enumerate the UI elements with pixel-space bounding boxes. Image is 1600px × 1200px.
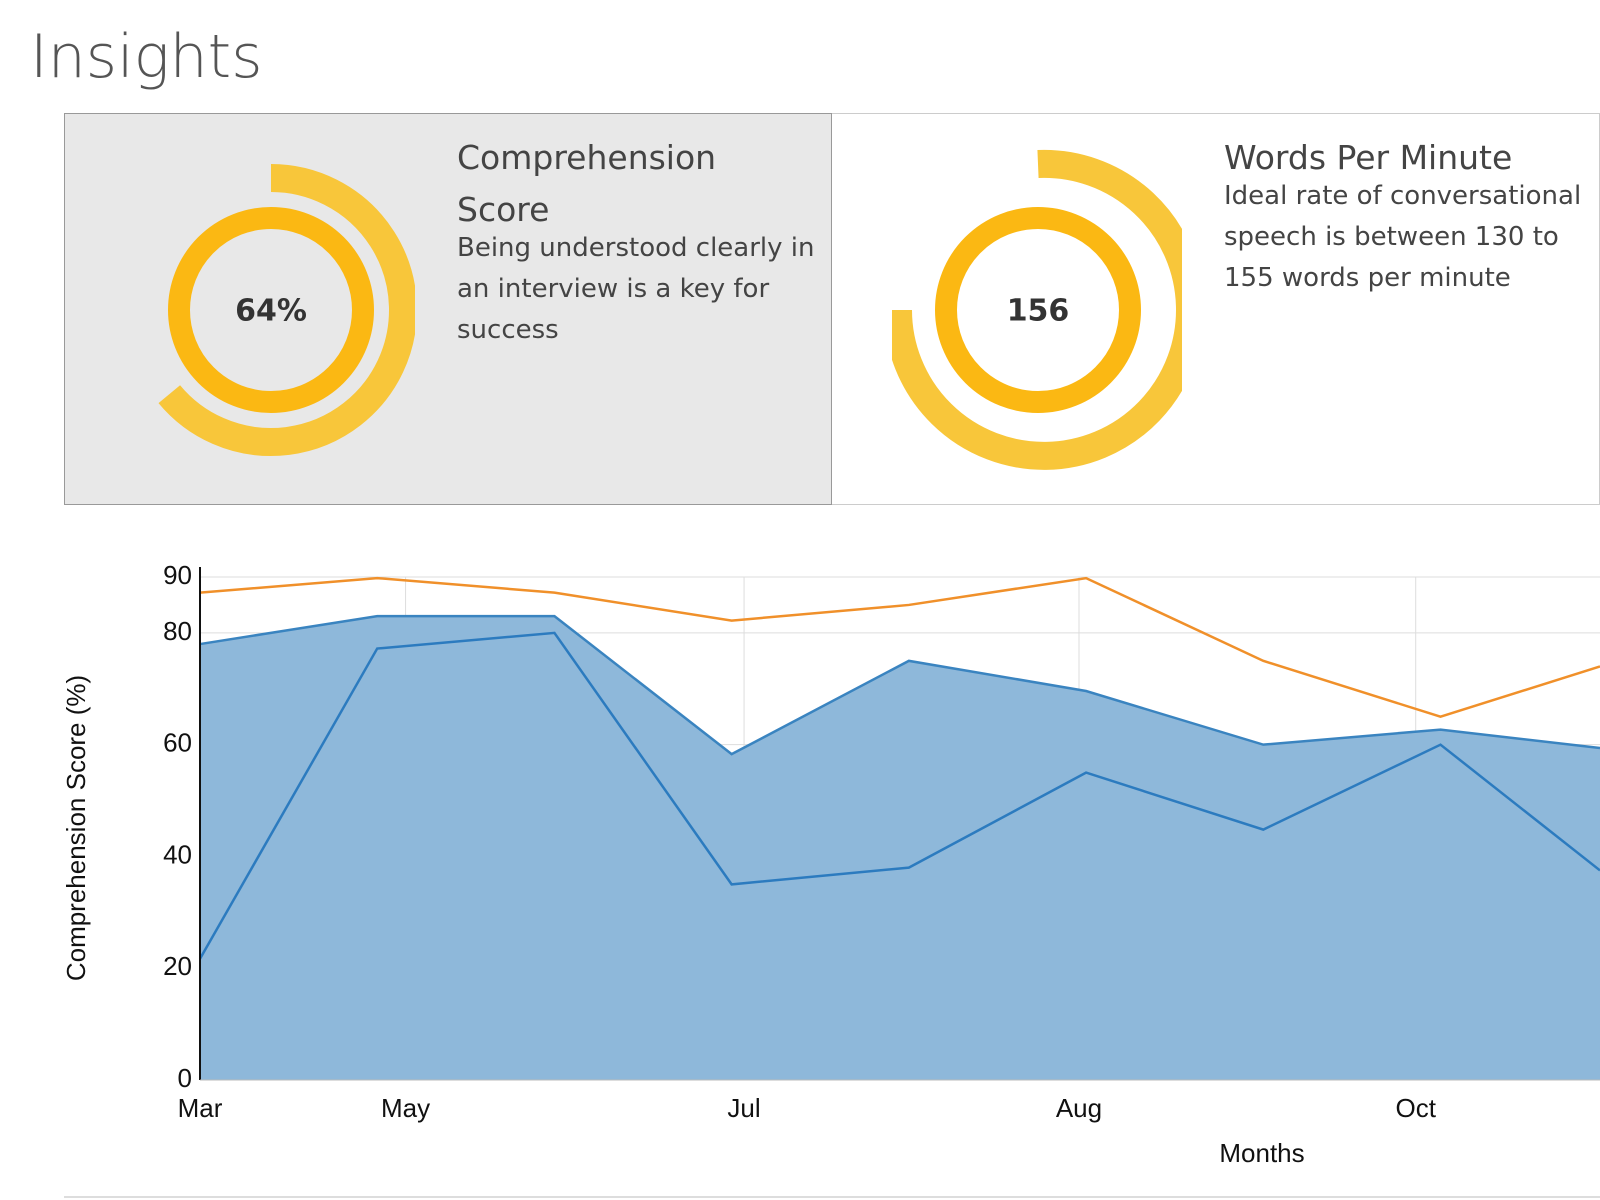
y-tick-label: 20 [163,951,192,981]
area-line [199,614,1600,756]
y-axis-label: Comprehension Score (%) [61,675,91,981]
page-title: Insights [30,22,263,92]
y-tick-label: 80 [163,616,192,646]
gauge-arc [158,164,415,456]
x-axis-label: Months [1219,1138,1304,1168]
y-tick-label: 0 [178,1063,192,1093]
y-tick-label: 60 [163,728,192,758]
card-title: Comprehension Score [457,138,717,229]
wpm-card: 156 Words Per Minute Ideal rate of conve… [832,113,1600,505]
x-tick-label: Mar [178,1093,223,1123]
gauge: 64% [158,164,415,456]
card-description: Being understood clearly in an interview… [457,233,815,345]
y-tick-label: 40 [163,839,192,869]
divider [64,1196,1600,1198]
gauge-value: 64% [235,294,307,329]
x-tick-label: May [381,1093,430,1123]
x-tick-label: Jul [727,1093,760,1123]
gauge-ring [935,207,1141,413]
line [198,631,1600,960]
card-description: Ideal rate of conversational speech is b… [1224,181,1582,293]
y-tick-label: 90 [163,560,192,590]
card-title: Words Per Minute [1224,138,1513,177]
gauge-arc [892,149,1182,470]
line [199,576,1600,719]
gauge: 156 [892,149,1182,470]
x-tick-label: Oct [1395,1093,1436,1123]
gauge-ring [168,207,374,413]
area [200,616,1600,1080]
comprehension-card: 64% Comprehension Score Being understood… [64,113,832,505]
gauge-value: 156 [1007,294,1070,329]
x-tick-label: Aug [1056,1093,1102,1123]
